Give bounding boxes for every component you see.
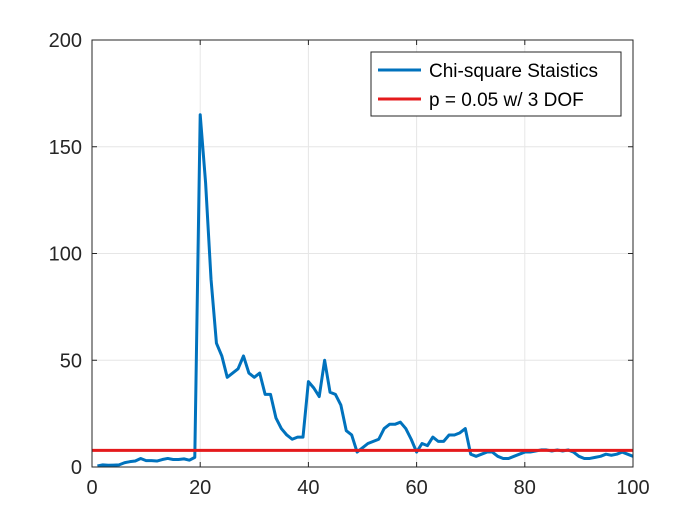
axis-tick-labels: 0 20 40 60 80 100 0 50 100 150 200: [49, 30, 650, 499]
legend-label: Chi-square Staistics: [429, 61, 598, 82]
y-tick-label: 150: [49, 137, 82, 159]
x-tick-label: 20: [189, 477, 211, 499]
legend: Chi-square Staistics p = 0.05 w/ 3 DOF: [370, 51, 622, 117]
x-tick-label: 40: [297, 477, 319, 499]
legend-box: [370, 51, 622, 117]
axis-ticks: [91, 39, 634, 468]
y-tick-label: 200: [49, 30, 82, 52]
y-tick-label: 100: [49, 244, 82, 266]
series-layer: [92, 113, 634, 468]
x-tick-label: 0: [86, 477, 97, 499]
y-tick-label: 0: [71, 457, 82, 479]
legend-label: p = 0.05 w/ 3 DOF: [429, 90, 584, 111]
x-tick-label: 100: [616, 477, 649, 499]
x-tick-label: 80: [514, 477, 536, 499]
y-tick-label: 50: [60, 350, 82, 372]
x-tick-label: 60: [405, 477, 427, 499]
